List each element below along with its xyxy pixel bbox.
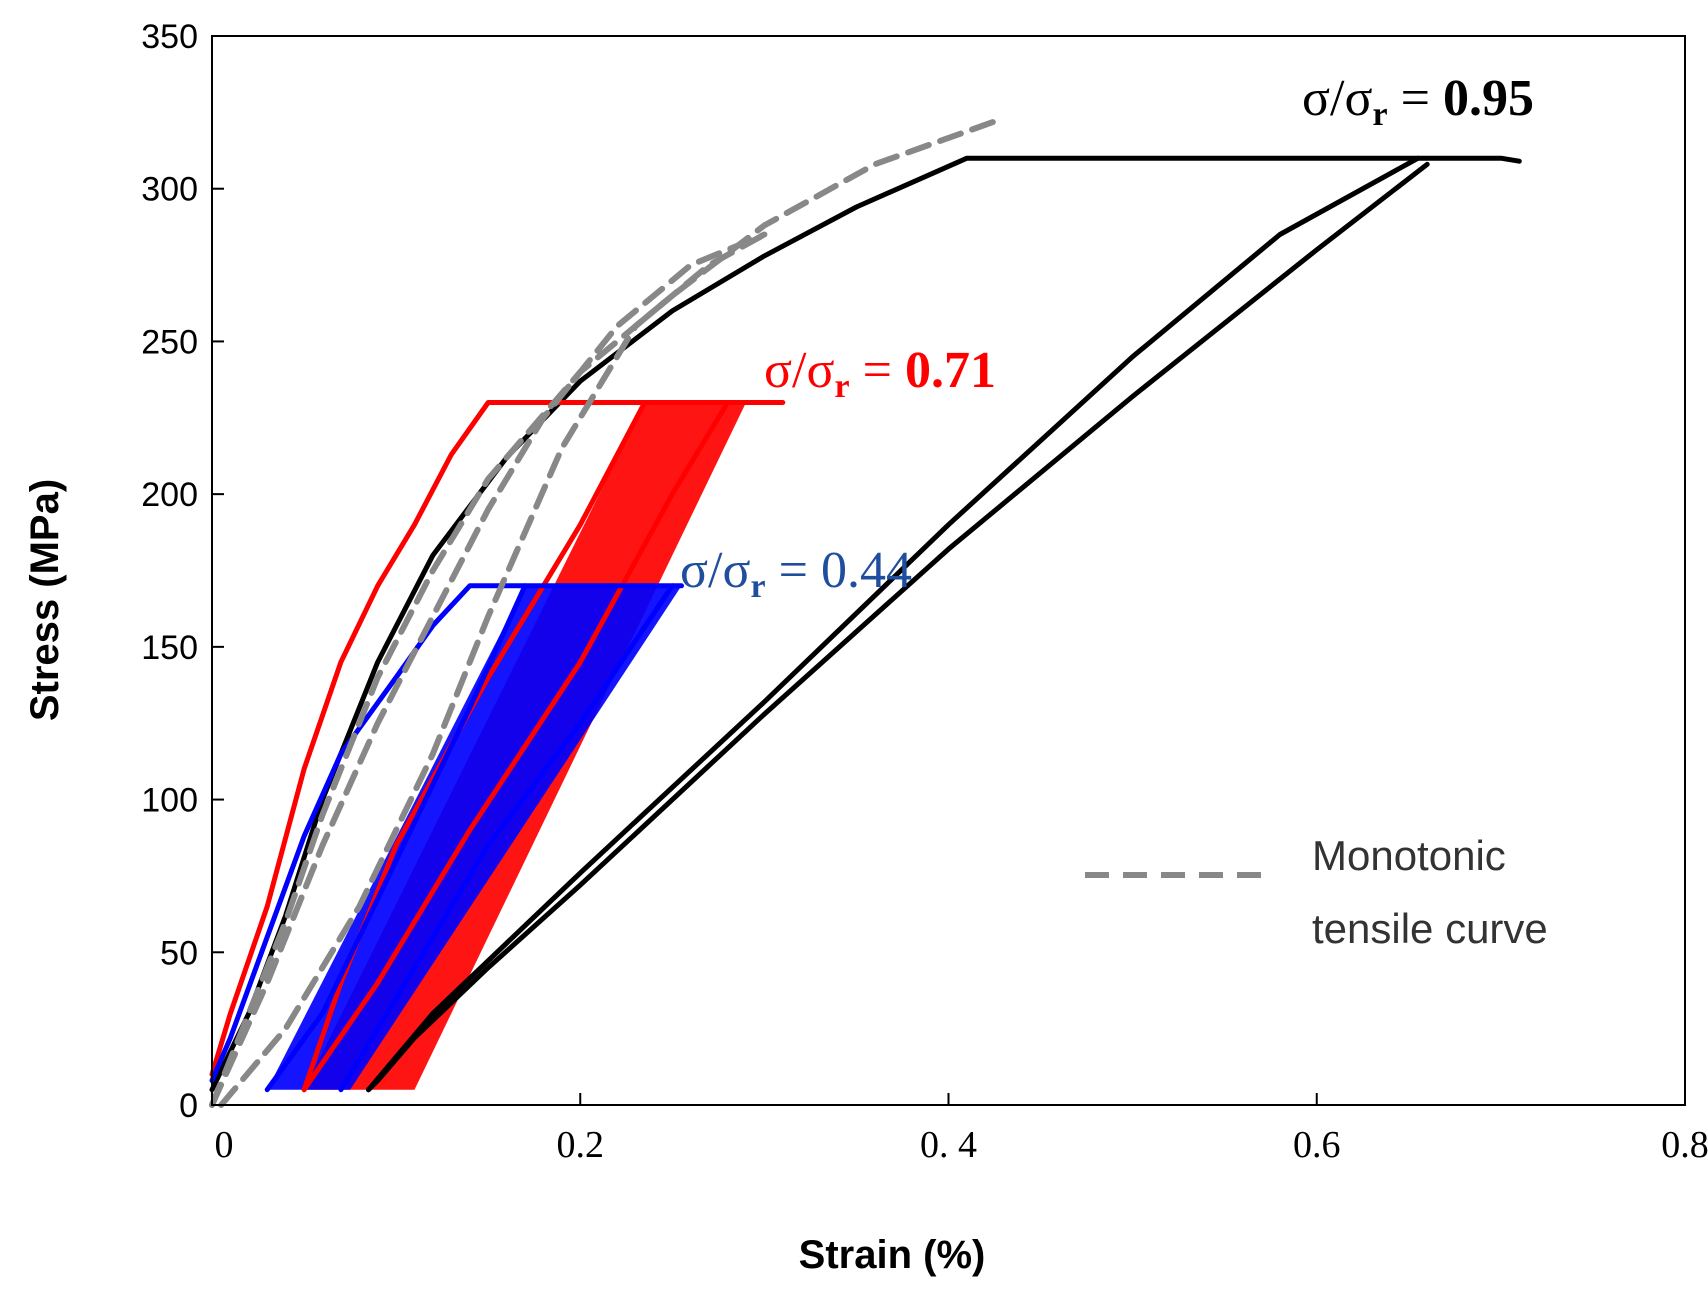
legend: Monotonic tensile curve [1085,832,1548,952]
x-tick-label: 0 [215,1124,234,1166]
annotation-ratio-095: σ/σr = 0.95 [1302,70,1534,133]
x-tick-label: 0.6 [1293,1124,1341,1166]
x-tick-label: 0.2 [557,1124,605,1166]
cycle-series-line [301,400,731,1093]
y-tick-label: 0 [179,1087,198,1125]
monotonic-curve-line [209,231,768,1108]
legend-label-line1: Monotonic [1312,832,1506,879]
x-axis-title: Strain (%) [799,1233,986,1277]
x-tick-label: 0. 4 [920,1124,977,1166]
annotation-ratio-044: σ/σr = 0.44 [680,542,912,605]
monotonic-curve-line [218,231,768,1108]
y-axis-title: Stress (MPa) [23,479,67,721]
svg-text:σ/σr = 0.71: σ/σr = 0.71 [764,342,996,405]
x-tick-label: 0.8 [1661,1124,1708,1166]
annotation-ratio-071: σ/σr = 0.71 [764,342,996,405]
y-tick-label: 150 [141,629,198,667]
y-tick-label: 50 [160,934,198,972]
svg-text:σ/σr = 0.44: σ/σr = 0.44 [680,542,912,605]
svg-text:σ/σr = 0.95: σ/σr = 0.95 [1302,70,1534,133]
monotonic-curve-line [209,118,998,1108]
chart-marks [209,118,1522,1108]
y-tick-label: 100 [141,782,198,820]
legend-label-line2: tensile curve [1312,905,1548,952]
y-tick-label: 300 [141,171,198,209]
cycle-series-line [338,583,675,1093]
y-tick-label: 250 [141,323,198,361]
y-tick-label: 350 [141,18,198,56]
y-tick-label: 200 [141,476,198,514]
axis-ticks: 0 50 100 150 200 250 300 350 0 0.2 0. 4 0.6 0.8 [141,18,1708,1166]
cycle-series-line [209,583,684,1084]
cycle-series-line [366,155,1421,1093]
cycle-series-line [209,400,786,1077]
cycle-series-line [264,583,528,1093]
cycle-band [267,585,682,1090]
